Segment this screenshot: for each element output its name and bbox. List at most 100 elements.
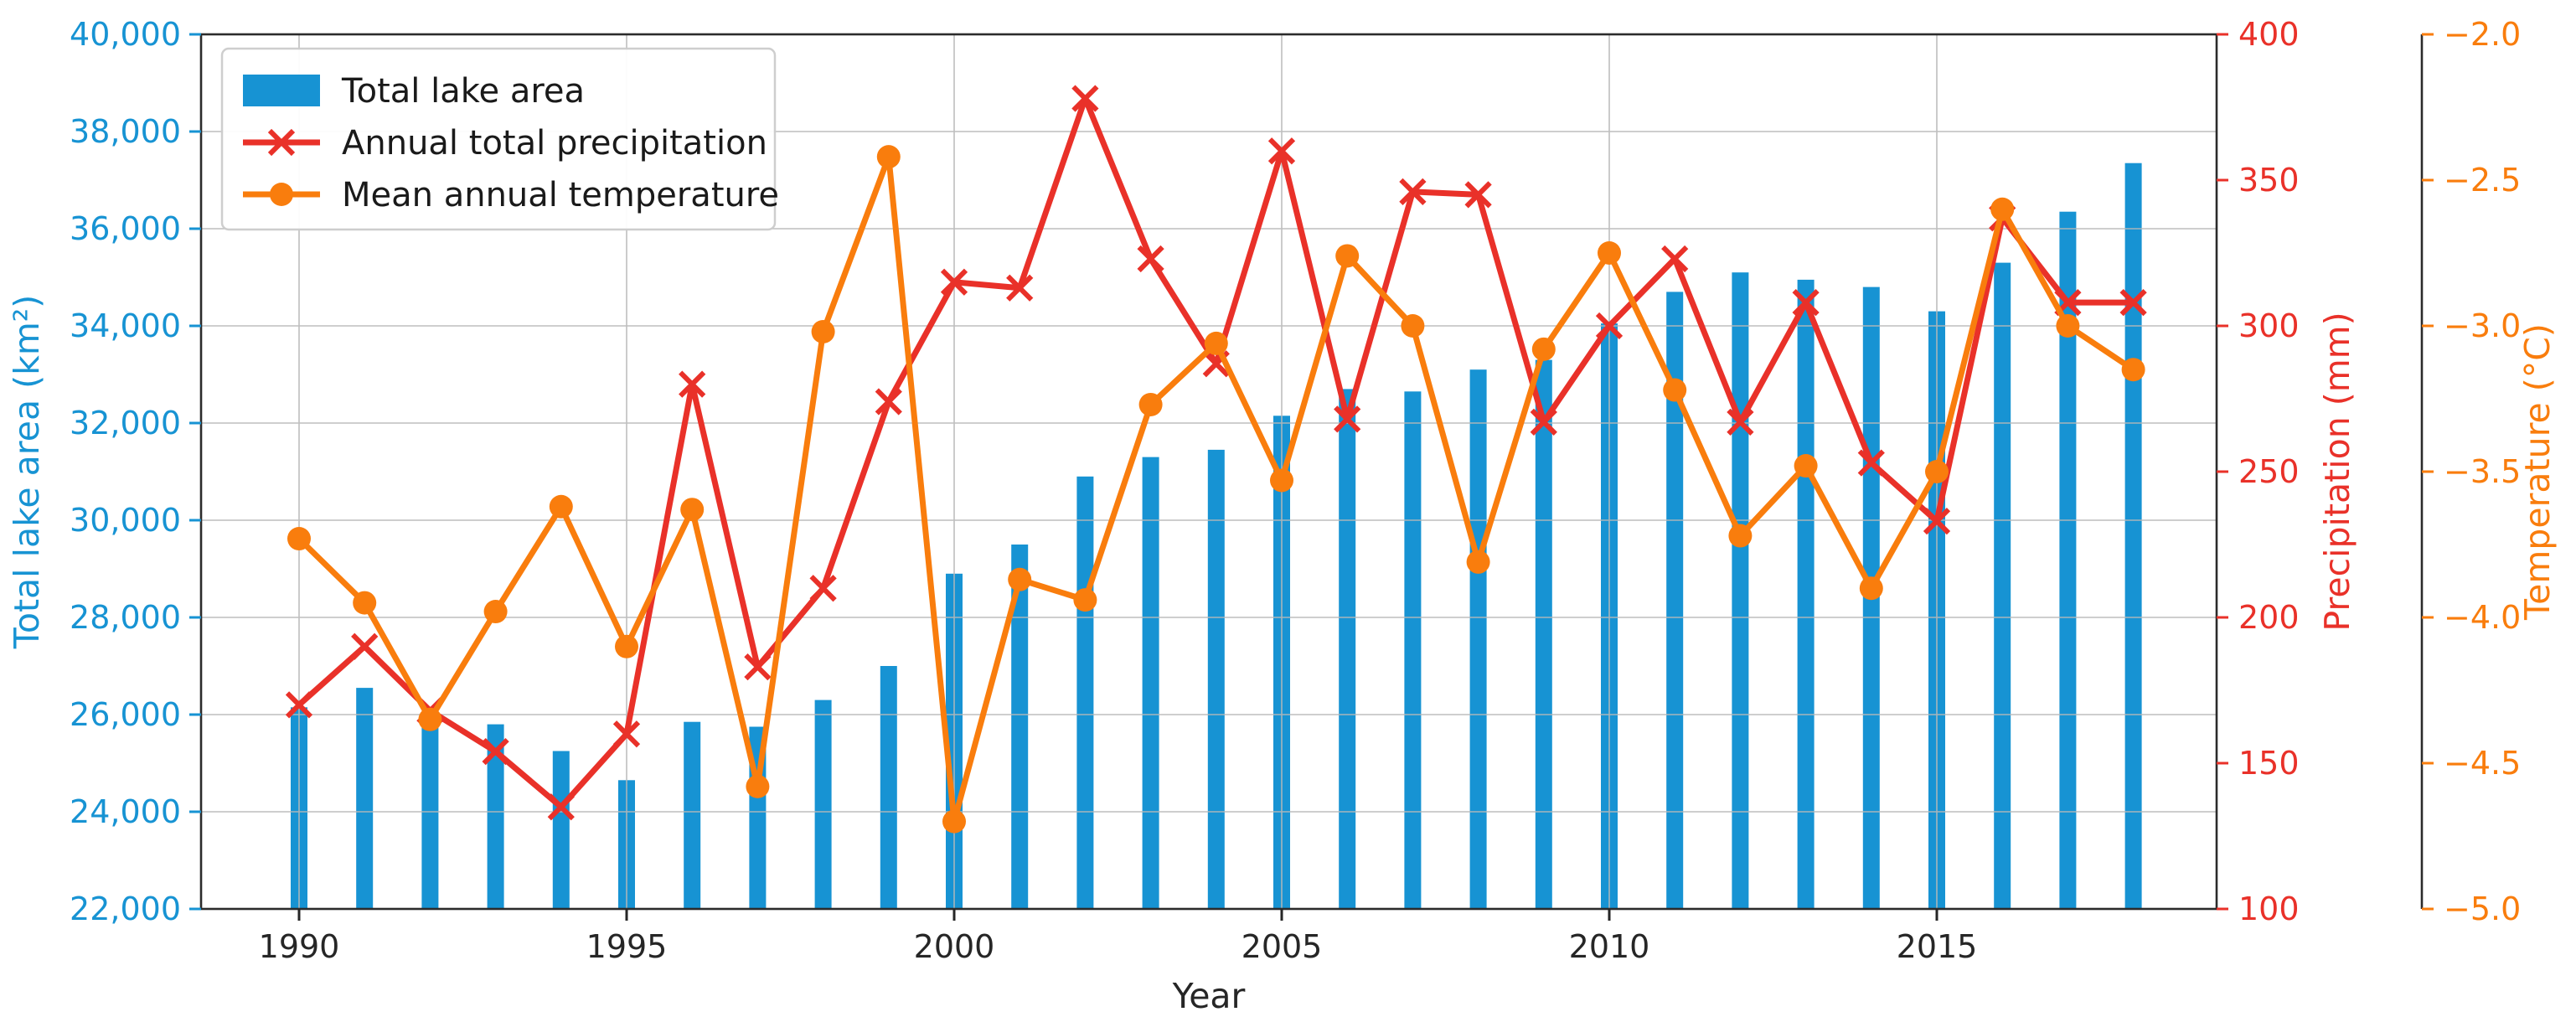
left-tick-label: 32,000	[70, 405, 181, 441]
temp-series-point-2001	[1008, 567, 1032, 591]
bar-2017	[2059, 211, 2077, 909]
temp-series-point-1996	[680, 498, 705, 522]
bar-2003	[1142, 457, 1159, 909]
legend-circle-marker-icon	[270, 183, 293, 206]
bar-2001	[1011, 545, 1029, 909]
temp-series-point-1993	[483, 600, 508, 624]
precip-axis: 100 150 200 250 300 350 400	[2217, 16, 2300, 927]
temp-series-point-2006	[1335, 244, 1360, 268]
precip-series-point-1995	[612, 720, 641, 748]
temp-tick-label: −3.5	[2444, 453, 2521, 490]
x-tick-label: 2010	[1569, 928, 1650, 965]
temp-series-point-2008	[1466, 550, 1490, 574]
left-tick-label: 38,000	[70, 113, 181, 150]
precip-tick-label: 400	[2238, 16, 2300, 53]
temp-series-point-2013	[1794, 454, 1818, 478]
temp-series-point-1997	[746, 774, 770, 798]
precip-series-point-2001	[1006, 274, 1034, 302]
temp-series-point-2015	[1925, 460, 1949, 483]
precip-series-point-2013	[1792, 289, 1820, 317]
bar-1998	[814, 700, 832, 909]
precip-tick-label: 250	[2238, 453, 2300, 490]
precip-series-point-2015	[1923, 508, 1951, 535]
precip-series-point-1998	[809, 575, 837, 602]
precip-series-point-2008	[1464, 181, 1492, 209]
left-tick-label: 30,000	[70, 502, 181, 539]
precip-tick-label: 200	[2238, 599, 2300, 636]
temp-series-point-1999	[876, 145, 901, 169]
temp-series-point-2011	[1663, 378, 1687, 402]
temp-tick-label: −3.0	[2444, 307, 2521, 344]
bar-2004	[1207, 449, 1225, 909]
legend-x-marker-icon	[267, 128, 296, 157]
legend-swatch-bar	[243, 75, 320, 106]
x-axis-title: Year	[1172, 976, 1246, 1016]
precip-series-point-2005	[1267, 137, 1296, 165]
x-tick-label: 1995	[586, 928, 668, 965]
bar-1996	[684, 721, 701, 909]
x-tick-label: 2015	[1897, 928, 1978, 965]
temp-series	[287, 145, 2145, 834]
bar-1993	[487, 724, 504, 909]
x-tick-label: 1990	[259, 928, 340, 965]
bar-2011	[1666, 292, 1684, 909]
temp-series-point-2018	[2121, 358, 2145, 382]
bar-2012	[1732, 272, 1749, 909]
precip-series-point-2000	[940, 268, 968, 296]
x-axis: 1990 1995 2000 2005 2010 2015	[259, 909, 1978, 965]
legend-box	[220, 47, 777, 231]
precip-series-point-2007	[1399, 178, 1427, 206]
temp-series-point-2014	[1859, 576, 1883, 601]
temp-tick-label: −4.0	[2444, 599, 2521, 636]
temp-series-point-2000	[942, 809, 966, 834]
bar-2013	[1797, 279, 1815, 909]
left-tick-label: 22,000	[70, 891, 181, 927]
temp-series-point-2017	[2056, 314, 2080, 338]
bar-2009	[1535, 359, 1552, 910]
precip-tick-label: 300	[2238, 307, 2300, 344]
left-tick-label: 34,000	[70, 307, 181, 344]
temp-series-point-2007	[1401, 314, 1425, 338]
precip-series-point-1994	[547, 793, 575, 821]
temp-tick-label: −2.0	[2444, 16, 2521, 53]
temp-series-point-2009	[1531, 337, 1556, 361]
legend-label: Annual total precipitation	[342, 124, 767, 163]
temp-series-point-2003	[1138, 392, 1163, 416]
precip-series-point-2002	[1071, 85, 1099, 112]
bar-2002	[1076, 476, 1094, 909]
temp-series-point-1992	[418, 707, 442, 731]
temp-series-point-2005	[1270, 468, 1293, 493]
legend-label: Mean annual temperature	[342, 176, 779, 214]
temp-series-point-1991	[353, 591, 377, 615]
temp-axis-title: Temperature (°C)	[2517, 323, 2558, 621]
temp-series-point-2010	[1598, 241, 1621, 265]
bar-2018	[2124, 163, 2142, 909]
precip-series-point-1993	[482, 737, 509, 766]
precip-series-point-1991	[351, 632, 379, 660]
precip-tick-label: 350	[2238, 162, 2300, 199]
precip-series-point-1990	[285, 691, 313, 719]
bar-2016	[1994, 262, 2011, 910]
left-tick-label: 28,000	[70, 599, 181, 636]
bar-1999	[880, 666, 897, 909]
temp-series-point-1998	[811, 319, 835, 343]
temp-tick-label: −5.0	[2444, 891, 2521, 927]
x-tick-label: 2000	[914, 928, 995, 965]
left-axis: 22,000 24,000 26,000 28,000 30,000 32,000 34,0…	[70, 16, 201, 927]
precip-series-point-2012	[1727, 408, 1754, 436]
bar-1994	[552, 751, 570, 909]
precip-tick-label: 150	[2238, 745, 2300, 782]
temp-tick-label: −2.5	[2444, 162, 2521, 199]
bar-1991	[356, 688, 374, 909]
precip-series-point-2014	[1857, 449, 1885, 477]
left-tick-label: 26,000	[70, 696, 181, 733]
left-axis-title: Total lake area (km²)	[7, 295, 47, 649]
bar-2006	[1339, 389, 1356, 909]
left-tick-label: 36,000	[70, 210, 181, 247]
precip-tick-label: 100	[2238, 891, 2300, 927]
temp-series-point-2004	[1204, 331, 1228, 355]
precip-series-point-2010	[1595, 312, 1624, 340]
x-tick-label: 2005	[1242, 928, 1323, 965]
